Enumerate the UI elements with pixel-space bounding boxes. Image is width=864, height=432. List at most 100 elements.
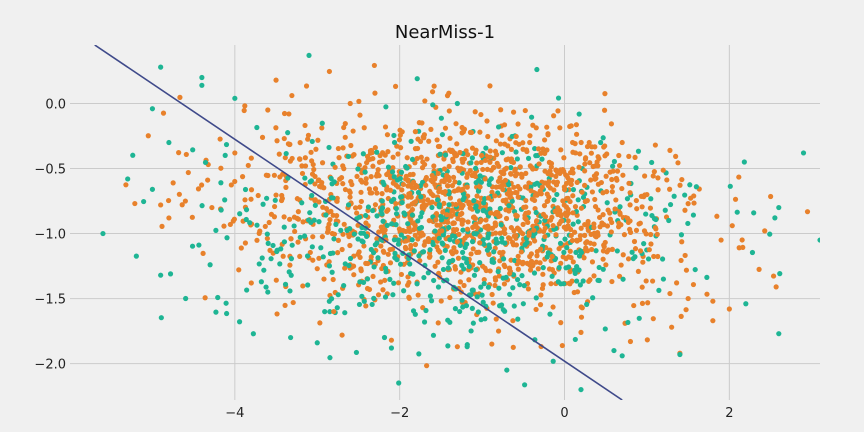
data-point bbox=[359, 238, 365, 244]
data-point bbox=[297, 156, 303, 162]
data-point bbox=[176, 150, 182, 156]
data-point bbox=[435, 259, 441, 265]
data-point bbox=[499, 132, 505, 138]
data-point bbox=[375, 167, 381, 173]
data-point bbox=[777, 271, 783, 277]
data-point bbox=[485, 133, 491, 140]
data-point bbox=[561, 155, 567, 161]
y-tick-label: 0.0 bbox=[45, 98, 66, 113]
data-point bbox=[511, 228, 517, 234]
data-point bbox=[570, 259, 576, 265]
data-point bbox=[572, 270, 578, 276]
data-point bbox=[273, 77, 279, 83]
data-point bbox=[540, 265, 546, 271]
data-point bbox=[519, 273, 525, 279]
data-point bbox=[435, 320, 441, 326]
data-point bbox=[306, 52, 312, 59]
data-point bbox=[604, 200, 610, 206]
data-point bbox=[600, 266, 606, 272]
data-point bbox=[387, 276, 393, 282]
data-point bbox=[452, 306, 459, 312]
data-point bbox=[510, 285, 516, 291]
data-point bbox=[360, 151, 366, 157]
data-point bbox=[366, 186, 373, 192]
data-point bbox=[739, 237, 745, 243]
data-point bbox=[627, 338, 634, 345]
data-point bbox=[533, 209, 539, 216]
data-point bbox=[504, 191, 510, 197]
data-point bbox=[159, 223, 165, 229]
data-point bbox=[391, 139, 398, 146]
data-point bbox=[459, 156, 465, 162]
data-point bbox=[509, 133, 515, 140]
data-point bbox=[524, 184, 530, 190]
data-point bbox=[524, 239, 530, 246]
data-point bbox=[492, 282, 498, 289]
data-point bbox=[422, 98, 428, 104]
data-point bbox=[572, 204, 579, 210]
data-point bbox=[508, 146, 515, 152]
data-point bbox=[292, 228, 298, 235]
data-point bbox=[467, 205, 473, 211]
data-point bbox=[626, 153, 632, 159]
data-point bbox=[520, 301, 526, 307]
data-point bbox=[513, 242, 520, 248]
data-point bbox=[379, 191, 385, 197]
data-point bbox=[404, 155, 410, 161]
data-point bbox=[299, 200, 305, 206]
decision-boundary bbox=[94, 45, 623, 400]
data-point bbox=[561, 249, 567, 255]
data-point bbox=[397, 176, 403, 182]
data-point bbox=[447, 237, 453, 243]
data-point bbox=[564, 173, 570, 179]
data-point bbox=[195, 186, 202, 192]
data-point bbox=[287, 288, 293, 294]
data-point bbox=[318, 245, 324, 251]
data-point bbox=[402, 211, 408, 217]
data-point bbox=[312, 181, 318, 187]
data-point bbox=[555, 95, 562, 101]
data-point bbox=[434, 197, 441, 203]
data-point bbox=[273, 192, 279, 198]
data-point bbox=[287, 158, 293, 164]
data-point bbox=[464, 342, 470, 348]
data-point bbox=[652, 142, 658, 148]
data-point bbox=[515, 266, 521, 272]
data-point bbox=[264, 231, 270, 237]
data-point bbox=[529, 114, 535, 120]
data-point bbox=[289, 92, 295, 99]
data-point bbox=[242, 103, 248, 109]
data-point bbox=[550, 358, 556, 364]
data-point bbox=[588, 150, 594, 156]
data-point bbox=[662, 207, 668, 213]
data-point bbox=[384, 132, 391, 138]
data-point bbox=[365, 204, 372, 210]
data-point bbox=[325, 224, 331, 231]
data-point bbox=[749, 249, 756, 256]
data-point bbox=[199, 203, 205, 209]
data-point bbox=[363, 212, 369, 219]
data-point bbox=[619, 353, 625, 359]
data-point bbox=[264, 235, 270, 242]
data-point bbox=[474, 208, 481, 214]
data-point bbox=[282, 281, 289, 287]
data-point bbox=[534, 253, 540, 259]
data-point bbox=[820, 212, 825, 217]
data-point bbox=[517, 282, 523, 288]
data-point bbox=[276, 151, 282, 157]
data-point bbox=[365, 157, 371, 163]
data-point bbox=[541, 203, 548, 209]
data-point bbox=[165, 197, 172, 204]
data-point bbox=[287, 262, 293, 268]
data-point bbox=[644, 337, 650, 343]
data-point bbox=[525, 155, 532, 161]
data-point bbox=[501, 281, 508, 287]
data-point bbox=[685, 201, 691, 207]
data-point bbox=[572, 150, 579, 156]
data-point bbox=[327, 309, 333, 315]
data-point bbox=[423, 182, 429, 188]
data-point bbox=[318, 184, 324, 190]
data-point bbox=[437, 222, 443, 229]
data-point bbox=[379, 198, 385, 204]
